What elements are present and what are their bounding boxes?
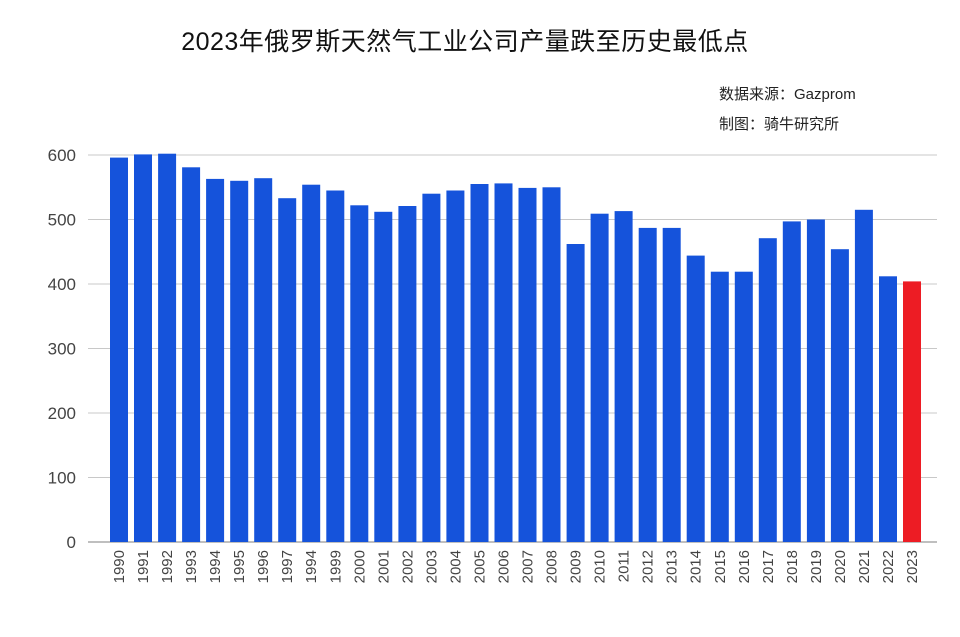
bar [590, 213, 609, 542]
x-tick-label: 2001 [375, 550, 392, 583]
x-tick-label: 1991 [135, 550, 152, 583]
bar [206, 178, 225, 542]
bar [326, 190, 345, 542]
bar [446, 190, 465, 542]
bar [350, 205, 369, 543]
bar [254, 178, 273, 542]
bar [398, 206, 417, 542]
x-tick-label: 2005 [472, 550, 489, 583]
x-tick-label: 1992 [159, 550, 176, 583]
x-tick-label: 2006 [496, 550, 513, 583]
bar [182, 167, 201, 543]
bar [278, 198, 297, 542]
bar [710, 271, 729, 542]
x-tick-label: 2007 [520, 550, 537, 583]
x-tick-label: 2017 [760, 550, 777, 583]
x-tick-label: 2004 [447, 550, 464, 583]
bar [542, 187, 561, 543]
x-tick-label: 2013 [664, 550, 681, 583]
bar [758, 238, 777, 542]
bar [134, 154, 152, 542]
x-tick-label: 2002 [399, 550, 416, 583]
bar [806, 219, 825, 542]
x-tick-label: 1994 [303, 550, 320, 583]
y-tick-label: 200 [48, 404, 76, 423]
bars [110, 153, 921, 543]
x-tick-label: 2003 [423, 550, 440, 583]
bar [470, 184, 489, 542]
bar-highlight [903, 281, 921, 542]
bar [422, 193, 441, 542]
bar [854, 209, 873, 543]
y-tick-label: 600 [48, 146, 76, 165]
x-tick-label: 2014 [688, 550, 705, 583]
bar [566, 244, 585, 542]
x-tick-label: 2020 [832, 550, 849, 583]
x-tick-label: 2012 [640, 550, 657, 583]
x-tick-label: 2019 [808, 550, 825, 583]
x-tick-label: 1990 [111, 550, 128, 583]
bar [879, 276, 897, 542]
x-tick-label: 1994 [207, 550, 224, 583]
y-tick-label: 0 [67, 533, 76, 552]
bar [734, 271, 753, 542]
x-tick-label: 1996 [255, 550, 272, 583]
bar [662, 227, 681, 542]
x-tick-label: 2016 [736, 550, 753, 583]
x-tick-label: 2000 [351, 550, 368, 583]
y-tick-label: 500 [48, 211, 76, 230]
bar [110, 157, 128, 542]
x-tick-label: 2010 [592, 550, 609, 583]
y-axis-ticks: 0 100 200 300 400 500 600 [48, 146, 76, 552]
x-tick-label: 2018 [784, 550, 801, 583]
bar [158, 153, 177, 542]
chart-title: 2023年俄罗斯天然气工业公司产量跌至历史最低点 [181, 28, 749, 56]
x-tick-label: 2022 [880, 550, 897, 583]
bar [830, 249, 849, 542]
bar [302, 184, 321, 542]
x-tick-label: 1999 [327, 550, 344, 583]
bar [518, 187, 537, 542]
bar [614, 211, 633, 542]
bar [638, 227, 657, 542]
x-axis-ticks: 1990 1991 1992 1993 1994 1995 1996 1997 1994 1999… [111, 550, 921, 583]
y-tick-label: 100 [48, 469, 76, 488]
bar [230, 180, 249, 543]
bar [782, 221, 801, 542]
chart-credit-note: 制图：骑牛研究所 [719, 116, 840, 133]
x-tick-label: 2009 [568, 550, 585, 583]
x-tick-label: 2008 [544, 550, 561, 583]
data-source-note: 数据来源：Gazprom [719, 86, 856, 103]
x-tick-label: 2023 [904, 550, 921, 583]
x-tick-label: 2015 [712, 550, 729, 583]
x-tick-label: 2011 [616, 550, 633, 582]
bar [494, 183, 513, 542]
x-tick-label: 1993 [183, 550, 200, 583]
x-tick-label: 1997 [279, 550, 296, 583]
y-tick-label: 300 [48, 340, 76, 359]
x-tick-label: 2021 [856, 550, 873, 583]
bar [374, 211, 393, 543]
y-tick-label: 400 [48, 275, 76, 294]
bar [686, 255, 705, 542]
x-tick-label: 1995 [231, 550, 248, 583]
